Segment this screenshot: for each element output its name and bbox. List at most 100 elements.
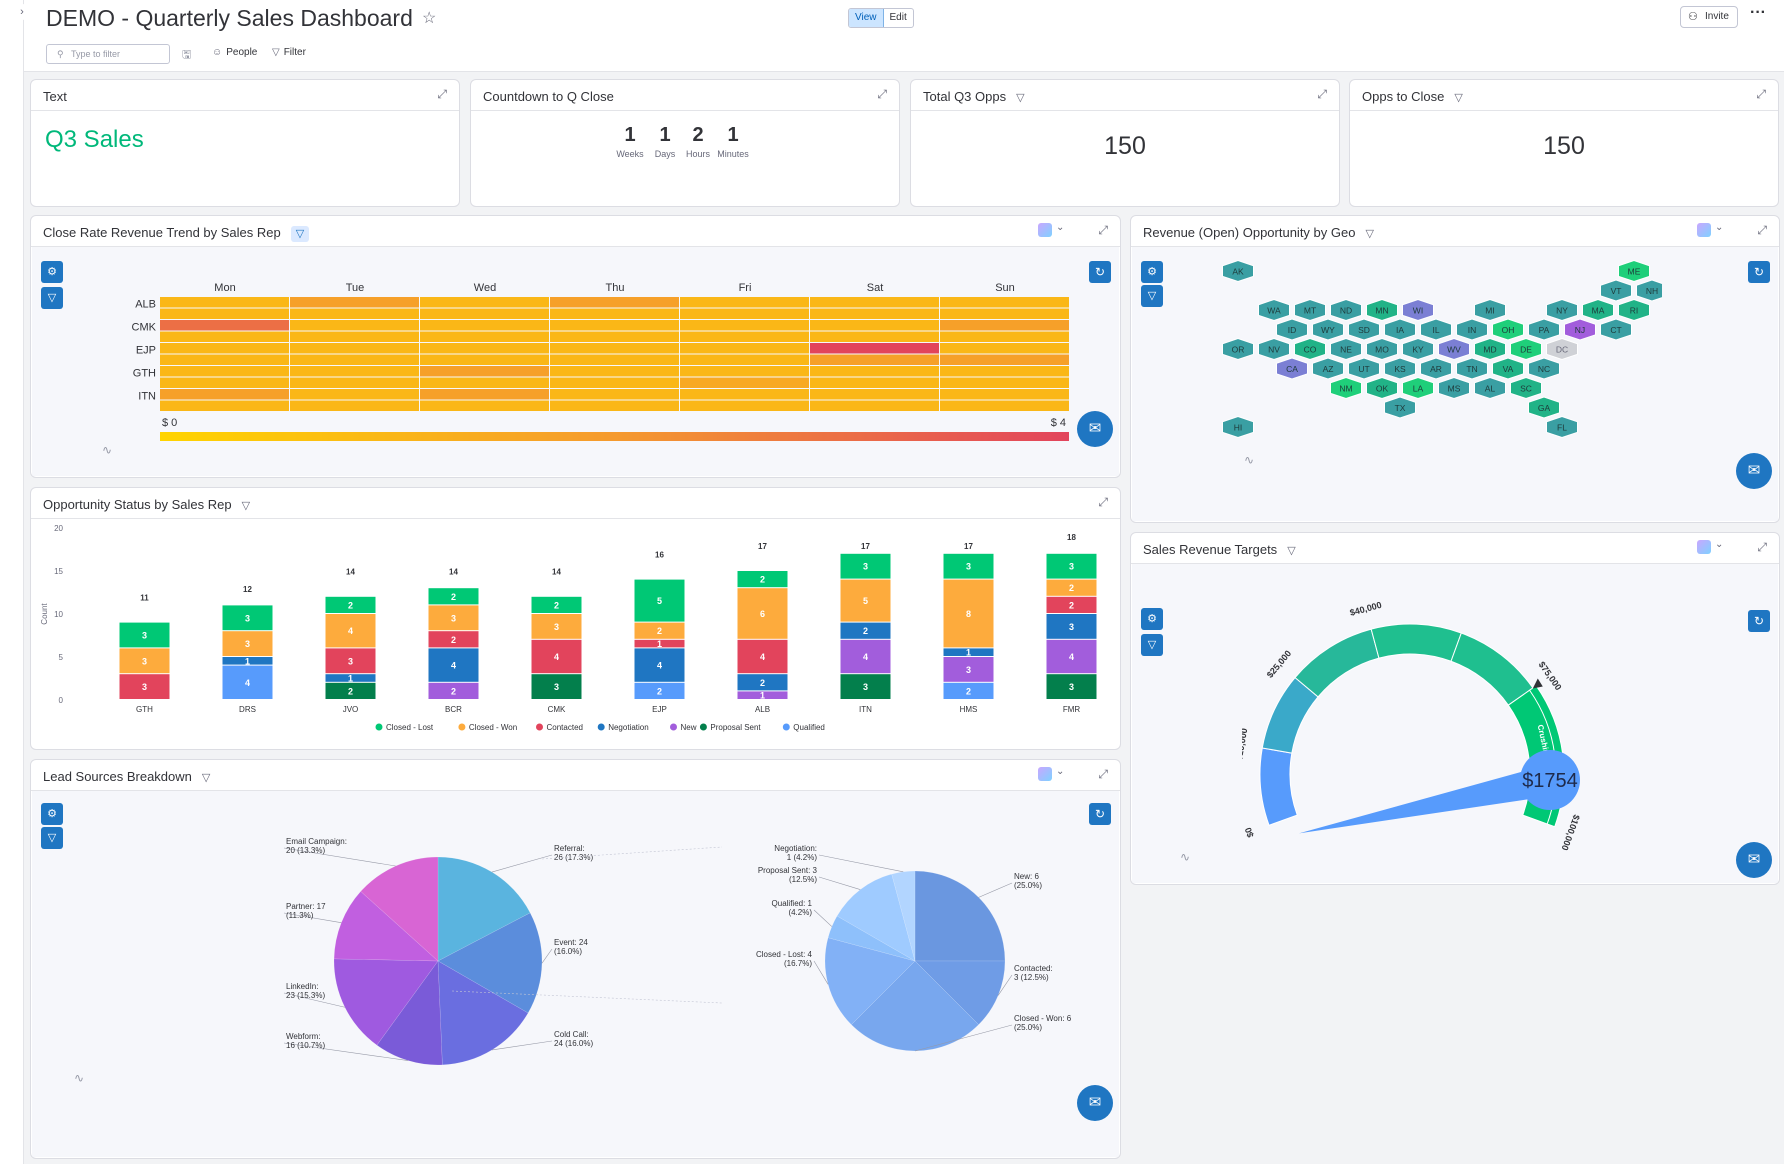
refresh-icon[interactable]: ↻ [1748, 610, 1770, 632]
bar-segment-label: 4 [245, 678, 250, 688]
filter-funnel-icon[interactable]: ▽ [1141, 634, 1163, 656]
bar-segment-label: 2 [348, 600, 353, 610]
people-filter-button[interactable]: ☺ People [212, 47, 257, 58]
bar-segment [325, 648, 376, 674]
countdown-hours: 2 Hours [678, 124, 718, 159]
heatmap-cell [940, 400, 1069, 411]
expand-icon[interactable]: ⤢ [1098, 767, 1108, 781]
edit-mode-button[interactable]: Edit [889, 12, 907, 23]
settings-sliders-icon[interactable]: ⚙ [1141, 261, 1163, 283]
state-ar: AR [1420, 357, 1452, 380]
heatmap-cell [680, 377, 809, 388]
countdown-value: 1 [727, 124, 739, 146]
heatmap-cell [290, 389, 419, 400]
state-label: WA [1267, 306, 1281, 316]
state-oh: OH [1492, 318, 1524, 341]
more-options-icon[interactable]: ··· [1750, 4, 1766, 21]
filter-input[interactable]: ⚲ Type to filter [46, 44, 170, 64]
pie-leader-line [813, 909, 833, 927]
funnel-icon[interactable]: ▽ [241, 500, 251, 512]
funnel-icon[interactable]: ▽ [1016, 92, 1025, 104]
expand-icon[interactable]: ⤢ [437, 87, 447, 101]
ai-assistant-icon[interactable]: ⌄ [1697, 539, 1725, 556]
state-ga: GA [1528, 396, 1560, 419]
widget-body: ⚙ ▽ ↻ ✉ ∿ Mon Tue Wed Thu Fri Sat Sun ALB CMK EJP… [32, 247, 1119, 476]
state-label: VA [1503, 364, 1514, 374]
bar-segment-label: 2 [657, 686, 662, 696]
left-rail: › [0, 0, 30, 1164]
pie-slice-label: Webform: [286, 1032, 321, 1041]
ai-assistant-icon[interactable]: ⌄ [1697, 222, 1725, 239]
bar-segment [634, 648, 685, 682]
gauge-tick-label: $40,000 [1349, 600, 1383, 618]
pie-slice-detail: (16.7%) [784, 959, 812, 968]
gauge-hub [1520, 750, 1580, 810]
bar-segment-label: 2 [863, 626, 868, 636]
state-hex [1510, 337, 1542, 361]
state-hex [1222, 415, 1254, 439]
heatmap-cell [290, 297, 419, 308]
gauge-target-marker [1532, 678, 1543, 689]
state-hex [1582, 298, 1614, 322]
pie-slice [333, 891, 439, 962]
state-hex [1492, 357, 1524, 380]
ai-assistant-icon[interactable]: ⌄ [1038, 222, 1066, 239]
funnel-icon[interactable]: ▽ [290, 226, 310, 242]
invite-button[interactable]: ⚇ Invite [1680, 6, 1738, 28]
settings-sliders-icon[interactable]: ⚙ [41, 261, 63, 283]
state-nc: NC [1528, 357, 1560, 380]
widget-body: ⚙ ▽ ↻ ✉ ∿ AK ME VT NH WA MT ND MN WI MI NY MA RI ID WY… [1132, 247, 1778, 521]
bar-segment-label: 6 [760, 609, 765, 619]
bar-segment-label: 3 [863, 682, 868, 692]
ai-assistant-icon[interactable]: ⌄ [1038, 766, 1066, 783]
widget-title: Opps to Close [1362, 89, 1445, 104]
expand-icon[interactable]: ⤢ [1098, 495, 1108, 509]
filter-funnel-icon[interactable]: ▽ [41, 287, 63, 309]
bar-segment [840, 553, 891, 579]
chat-icon[interactable]: ✉ [1077, 1085, 1113, 1121]
funnel-icon[interactable]: ▽ [1287, 545, 1296, 557]
funnel-icon[interactable]: ▽ [1454, 92, 1463, 104]
star-icon[interactable]: ☆ [422, 10, 437, 27]
expand-icon[interactable]: ⤢ [1757, 540, 1767, 554]
chat-icon[interactable]: ✉ [1736, 842, 1772, 878]
bar-segment-label: 3 [245, 613, 250, 623]
refresh-icon[interactable]: ↻ [1089, 803, 1111, 825]
bar-segment-label: 3 [245, 639, 250, 649]
close-rate-heatmap-widget: Close Rate Revenue Trend by Sales Rep ▽ ⌄… [30, 215, 1121, 478]
save-icon[interactable]: 🖫 [182, 49, 192, 61]
refresh-icon[interactable]: ↻ [1748, 261, 1770, 283]
state-label: ME [1628, 267, 1641, 277]
state-mn: MN [1366, 298, 1398, 322]
view-mode-button[interactable]: View [849, 9, 884, 27]
settings-sliders-icon[interactable]: ⚙ [41, 803, 63, 825]
pie-slice-label: New: 6 [1014, 872, 1039, 881]
expand-icon[interactable]: ⤢ [1756, 87, 1766, 101]
filter-funnel-icon[interactable]: ▽ [41, 827, 63, 849]
expand-icon[interactable]: ⤢ [1757, 223, 1767, 237]
state-hex [1330, 376, 1362, 400]
expand-icon[interactable]: ⤢ [1098, 223, 1108, 237]
state-label: AL [1485, 384, 1496, 394]
filter-button[interactable]: ▽ Filter [272, 47, 306, 58]
funnel-icon: ▽ [272, 47, 280, 58]
state-hex [1492, 318, 1524, 341]
bar-segment [325, 596, 376, 613]
expand-icon[interactable]: ⤢ [1317, 87, 1327, 101]
chat-icon[interactable]: ✉ [1077, 411, 1113, 447]
heatmap-cell [420, 354, 549, 365]
settings-sliders-icon[interactable]: ⚙ [1141, 608, 1163, 630]
bar-total-label: 11 [140, 593, 149, 602]
expand-icon[interactable]: ⤢ [877, 87, 887, 101]
funnel-icon[interactable]: ▽ [1365, 228, 1374, 240]
refresh-icon[interactable]: ↻ [1089, 261, 1111, 283]
filter-funnel-icon[interactable]: ▽ [1141, 285, 1163, 307]
search-icon: ⚲ [57, 49, 64, 59]
funnel-icon[interactable]: ▽ [201, 772, 211, 784]
pie-slice [836, 873, 916, 962]
chat-icon[interactable]: ✉ [1736, 453, 1772, 489]
widget-title: Close Rate Revenue Trend by Sales Rep [43, 225, 281, 240]
heatmap-cell [290, 320, 419, 331]
countdown-weeks: 1 Weeks [610, 124, 650, 159]
